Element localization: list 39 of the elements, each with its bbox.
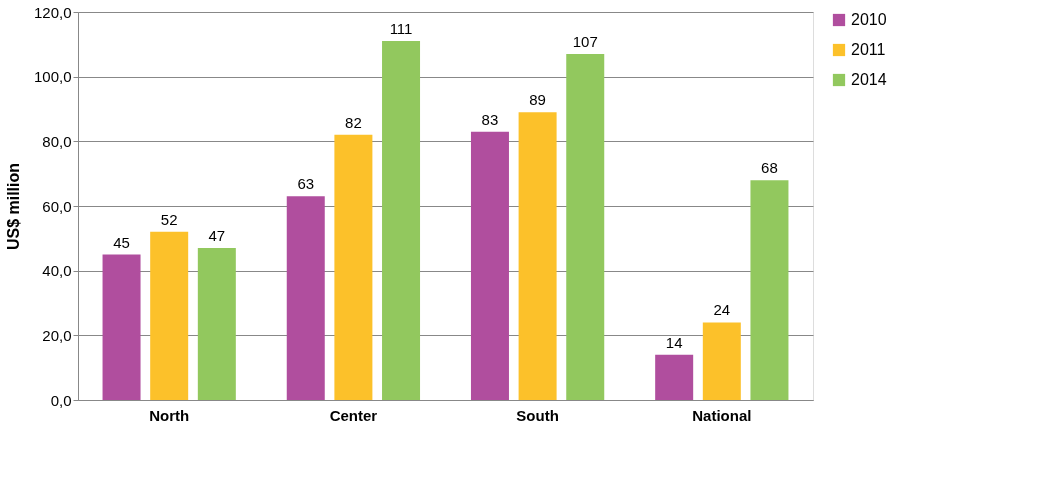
bar — [286, 196, 325, 400]
bar — [334, 134, 373, 400]
bar — [197, 248, 236, 400]
data-label: 45 — [113, 233, 130, 251]
y-axis-title: US$ million — [4, 162, 22, 251]
data-label: 82 — [345, 113, 362, 131]
y-tick-label: 80,0 — [42, 132, 72, 150]
x-tick-label: North — [149, 406, 190, 424]
bar — [750, 180, 789, 400]
legend-label: 2014 — [851, 71, 887, 88]
data-label: 111 — [389, 20, 413, 38]
bar — [382, 41, 421, 400]
x-tick-label: Center — [329, 406, 378, 424]
y-tick-label: 120,0 — [33, 3, 72, 21]
y-tick-label: 20,0 — [42, 326, 72, 344]
bar — [566, 54, 605, 400]
data-label: 89 — [529, 91, 546, 109]
y-tick-label: 0,0 — [50, 391, 72, 409]
data-label: 107 — [572, 33, 598, 51]
y-tick-label: 40,0 — [42, 262, 72, 280]
legend-label: 2011 — [851, 41, 886, 58]
y-tick-label: 100,0 — [33, 68, 72, 86]
data-label: 63 — [297, 175, 315, 193]
data-label: 47 — [208, 227, 226, 245]
data-label: 68 — [761, 159, 778, 177]
bar — [518, 112, 557, 400]
x-tick-label: National — [692, 406, 752, 424]
data-label: 24 — [713, 301, 731, 319]
data-label: 14 — [665, 333, 683, 351]
legend-label: 2010 — [851, 11, 887, 28]
bar — [150, 231, 189, 400]
bar — [702, 322, 741, 400]
x-tick-label: South — [516, 406, 559, 424]
bar — [470, 131, 509, 400]
bar — [102, 254, 141, 400]
y-tick-label: 60,0 — [42, 197, 72, 215]
data-label: 83 — [481, 110, 499, 128]
data-label: 52 — [160, 210, 178, 228]
bar — [655, 354, 694, 400]
